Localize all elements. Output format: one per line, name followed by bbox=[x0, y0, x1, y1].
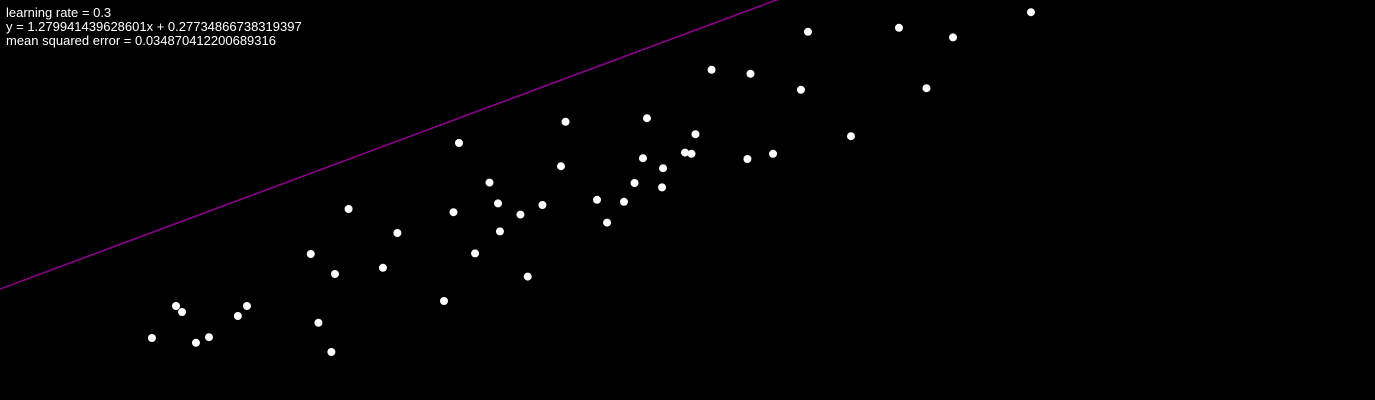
data-point bbox=[687, 149, 696, 158]
data-point bbox=[922, 84, 931, 93]
data-point bbox=[344, 205, 353, 213]
regression-layer bbox=[0, 0, 779, 290]
data-point bbox=[330, 270, 339, 278]
data-point bbox=[949, 33, 958, 42]
data-point bbox=[516, 210, 525, 219]
data-point bbox=[894, 23, 903, 32]
data-point bbox=[659, 164, 668, 173]
data-point bbox=[306, 250, 315, 258]
data-point bbox=[803, 27, 812, 36]
data-point bbox=[658, 183, 667, 192]
data-point bbox=[471, 249, 480, 258]
data-point bbox=[538, 201, 547, 209]
data-point bbox=[178, 308, 187, 316]
data-point bbox=[630, 179, 639, 187]
info-panel: learning rate = 0.3 y = 1.27994143962860… bbox=[6, 6, 302, 48]
data-point bbox=[1026, 8, 1035, 17]
data-point bbox=[494, 199, 503, 208]
data-point bbox=[191, 338, 200, 347]
data-point bbox=[638, 154, 647, 163]
data-point bbox=[796, 85, 805, 94]
learning-rate-label: learning rate = 0.3 bbox=[6, 5, 112, 20]
data-point bbox=[743, 155, 752, 163]
data-point bbox=[619, 197, 628, 206]
data-point bbox=[378, 263, 387, 272]
data-point bbox=[593, 195, 602, 204]
data-point bbox=[769, 149, 778, 158]
data-point bbox=[691, 130, 700, 139]
data-point bbox=[314, 318, 323, 327]
data-point bbox=[205, 333, 213, 342]
points-layer bbox=[147, 8, 1035, 356]
data-point bbox=[707, 65, 716, 74]
mse-label: mean squared error = 0.03487041220068931… bbox=[6, 33, 276, 48]
data-point bbox=[603, 218, 612, 227]
equation-label: y = 1.279941439628601x + 0.2773486673831… bbox=[6, 19, 302, 34]
data-point bbox=[681, 148, 690, 157]
data-point bbox=[746, 69, 755, 78]
data-point bbox=[485, 178, 494, 187]
data-point bbox=[561, 117, 570, 126]
data-point bbox=[439, 297, 448, 305]
data-point bbox=[642, 114, 651, 123]
data-point bbox=[449, 208, 458, 217]
data-point bbox=[846, 132, 855, 141]
data-point bbox=[327, 348, 336, 356]
data-point bbox=[523, 272, 532, 281]
data-point bbox=[393, 229, 402, 237]
data-point bbox=[557, 162, 565, 171]
data-point bbox=[233, 312, 242, 320]
regression-line bbox=[0, 0, 779, 290]
data-point bbox=[242, 302, 251, 310]
data-point bbox=[147, 334, 156, 342]
data-point bbox=[172, 302, 180, 310]
data-point bbox=[454, 139, 463, 147]
data-point bbox=[495, 227, 504, 236]
